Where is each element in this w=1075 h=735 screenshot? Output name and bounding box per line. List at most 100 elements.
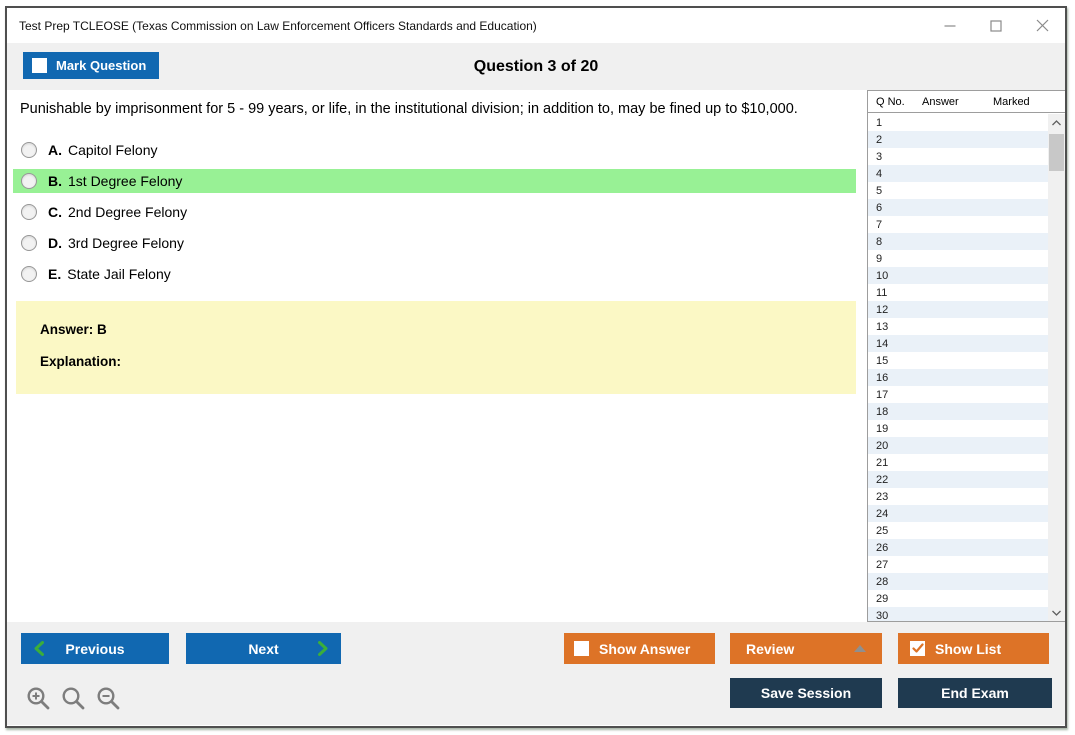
table-row[interactable]: 9 [868,250,1048,267]
cell-qno: 26 [876,541,889,554]
minimize-icon[interactable] [927,8,973,43]
cell-qno: 27 [876,558,889,571]
zoom-in-icon[interactable] [26,686,52,712]
table-row[interactable]: 30 [868,607,1048,621]
table-row[interactable]: 17 [868,386,1048,403]
maximize-icon[interactable] [973,8,1019,43]
previous-button[interactable]: Previous [21,633,169,664]
table-row[interactable]: 13 [868,318,1048,335]
option-letter: E. [48,266,62,282]
option-letter: A. [48,142,62,158]
cell-qno: 20 [876,439,889,452]
radio-button-icon[interactable] [21,142,37,158]
table-row[interactable]: 4 [868,165,1048,182]
cell-qno: 1 [876,116,883,129]
radio-button-icon[interactable] [21,235,37,251]
cell-qno: 23 [876,490,889,503]
answer-option[interactable]: B. 1st Degree Felony [13,169,856,193]
table-row[interactable]: 21 [868,454,1048,471]
radio-button-icon[interactable] [21,173,37,189]
option-letter: B. [48,173,62,189]
table-row[interactable]: 2 [868,131,1048,148]
cell-qno: 17 [876,388,889,401]
cell-qno: 2 [876,133,883,146]
end-exam-label: End Exam [941,685,1009,701]
option-letter: D. [48,235,62,251]
table-row[interactable]: 1 [868,114,1048,131]
column-header-qno: Q No. [876,95,905,108]
zoom-icon[interactable] [61,686,87,712]
window-controls [927,8,1065,43]
end-exam-button[interactable]: End Exam [898,678,1052,708]
mark-question-button[interactable]: Mark Question [23,52,159,79]
answer-option[interactable]: E. State Jail Felony [13,262,856,286]
cell-qno: 8 [876,235,883,248]
table-row[interactable]: 27 [868,556,1048,573]
answer-option[interactable]: A. Capitol Felony [13,138,856,162]
cell-qno: 24 [876,507,889,520]
table-row[interactable]: 24 [868,505,1048,522]
cell-qno: 3 [876,150,883,163]
table-row[interactable]: 8 [868,233,1048,250]
table-row[interactable]: 19 [868,420,1048,437]
option-label: 1st Degree Felony [68,173,183,189]
question-list: 1 2 3 4 5 6 7 8 9 10 11 12 13 14 15 16 17 18 19 20 21 22 23 24 2… [868,114,1048,621]
cell-qno: 30 [876,609,889,622]
checkbox-unchecked-icon [32,58,47,73]
review-button[interactable]: Review [730,633,882,664]
cell-qno: 28 [876,575,889,588]
explanation-label: Explanation: [40,354,122,369]
scrollbar-thumb[interactable] [1049,134,1064,171]
table-row[interactable]: 15 [868,352,1048,369]
save-session-label: Save Session [760,685,852,701]
table-row[interactable]: 14 [868,335,1048,352]
table-row[interactable]: 18 [868,403,1048,420]
cell-qno: 22 [876,473,889,486]
app-window: Test Prep TCLEOSE (Texas Commission on L… [5,6,1067,728]
next-label: Next [248,640,279,657]
triangle-up-icon [854,645,866,652]
table-row[interactable]: 29 [868,590,1048,607]
table-row[interactable]: 6 [868,199,1048,216]
save-session-button[interactable]: Save Session [730,678,882,708]
title-bar: Test Prep TCLEOSE (Texas Commission on L… [7,8,1065,43]
column-header-marked: Marked [993,95,1030,108]
option-label: 2nd Degree Felony [68,204,188,220]
zoom-out-icon[interactable] [96,686,122,712]
answer-option[interactable]: C. 2nd Degree Felony [13,200,856,224]
radio-button-icon[interactable] [21,204,37,220]
cell-qno: 16 [876,371,889,384]
table-row[interactable]: 28 [868,573,1048,590]
table-row[interactable]: 22 [868,471,1048,488]
table-row[interactable]: 12 [868,301,1048,318]
cell-qno: 12 [876,303,889,316]
table-row[interactable]: 5 [868,182,1048,199]
scroll-down-icon[interactable] [1048,604,1065,621]
table-row[interactable]: 23 [868,488,1048,505]
table-row[interactable]: 25 [868,522,1048,539]
cell-qno: 7 [876,218,883,231]
table-row[interactable]: 11 [868,284,1048,301]
table-row[interactable]: 26 [868,539,1048,556]
checkbox-unchecked-icon [574,641,589,656]
radio-button-icon[interactable] [21,266,37,282]
table-row[interactable]: 20 [868,437,1048,454]
answer-option[interactable]: D. 3rd Degree Felony [13,231,856,255]
table-row[interactable]: 16 [868,369,1048,386]
close-icon[interactable] [1019,8,1065,43]
option-label: Capitol Felony [68,142,158,158]
question-list-panel: Q No. Answer Marked 1 2 3 4 5 6 7 8 9 10 11 12 13 14 1… [867,90,1065,622]
scroll-up-icon[interactable] [1048,114,1065,131]
show-list-button[interactable]: Show List [898,633,1049,664]
question-counter: Question 3 of 20 [473,57,599,75]
cell-qno: 18 [876,405,889,418]
table-row[interactable]: 7 [868,216,1048,233]
next-button[interactable]: Next [186,633,341,664]
chevron-left-icon [34,641,44,656]
scrollbar[interactable] [1048,114,1065,621]
show-answer-button[interactable]: Show Answer [564,633,715,664]
table-row[interactable]: 10 [868,267,1048,284]
table-row[interactable]: 3 [868,148,1048,165]
question-text: Punishable by imprisonment for 5 - 99 ye… [20,101,798,117]
footer-bar: Previous Next Show Answer Review Show Li… [7,622,1065,725]
